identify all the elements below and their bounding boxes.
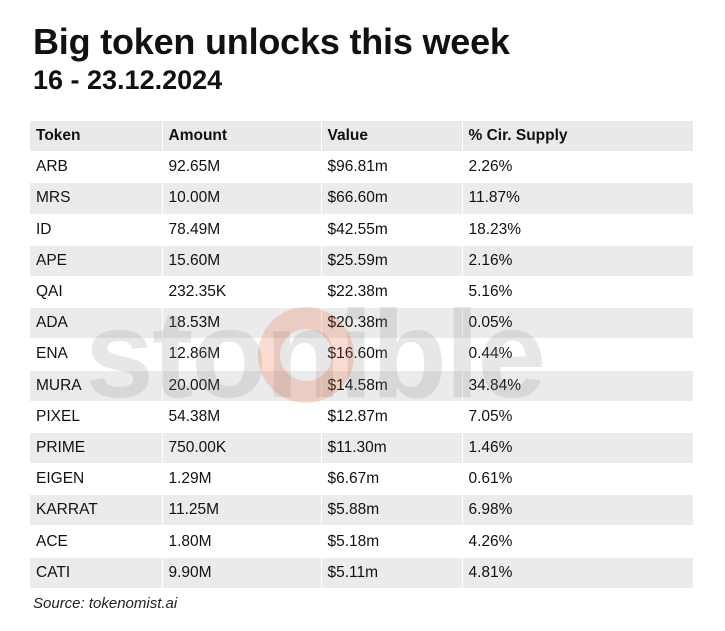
- table-row: APE 15.60M $25.59m 2.16%: [30, 245, 693, 277]
- cell-value: $12.87m: [320, 401, 462, 433]
- cell-token: APE: [30, 245, 162, 277]
- cell-amount: 54.38M: [161, 401, 321, 433]
- cell-cir-supply: 11.87%: [461, 182, 693, 215]
- cell-amount: 750.00K: [161, 432, 321, 465]
- table-row: ARB 92.65M $96.81m 2.26%: [30, 151, 693, 184]
- cell-amount: 10.00M: [161, 182, 321, 215]
- cell-cir-supply: 5.16%: [461, 276, 693, 309]
- cell-token: MRS: [30, 182, 162, 215]
- cell-amount: 78.49M: [161, 214, 321, 246]
- cell-value: $5.11m: [320, 557, 462, 589]
- cell-token: EIGEN: [30, 463, 162, 496]
- cell-cir-supply: 2.26%: [461, 151, 693, 184]
- cell-value: $22.38m: [320, 276, 462, 309]
- cell-cir-supply: 1.46%: [461, 432, 693, 465]
- cell-token: QAI: [30, 276, 162, 309]
- cell-value: $5.88m: [320, 494, 462, 527]
- cell-value: $66.60m: [320, 182, 462, 215]
- cell-amount: 15.60M: [161, 245, 321, 277]
- table-row: PIXEL 54.38M $12.87m 7.05%: [30, 401, 693, 433]
- column-header-token: Token: [30, 121, 162, 153]
- cell-cir-supply: 6.98%: [461, 494, 693, 527]
- cell-value: $25.59m: [320, 245, 462, 277]
- table-row: ADA 18.53M $20.38m 0.05%: [30, 307, 693, 340]
- date-range: 16 - 23.12.2024: [33, 65, 223, 95]
- cell-value: $14.58m: [320, 370, 462, 402]
- table-row: ACE 1.80M $5.18m 4.26%: [30, 525, 693, 558]
- token-unlocks-table: Token Amount Value % Cir. Supply ARB 92.6…: [30, 121, 693, 589]
- page-title: Big token unlocks this week: [33, 21, 510, 62]
- cell-token: PRIME: [30, 432, 162, 465]
- cell-value: $5.18m: [320, 525, 462, 558]
- table-row: MRS 10.00M $66.60m 11.87%: [30, 182, 693, 215]
- cell-amount: 18.53M: [161, 307, 321, 340]
- table-row: KARRAT 11.25M $5.88m 6.98%: [30, 494, 693, 527]
- cell-value: $6.67m: [320, 463, 462, 496]
- cell-cir-supply: 7.05%: [461, 401, 693, 433]
- column-header-value: Value: [320, 121, 462, 153]
- cell-value: $20.38m: [320, 307, 462, 340]
- cell-amount: 12.86M: [161, 338, 321, 371]
- cell-value: $11.30m: [320, 432, 462, 465]
- cell-token: ACE: [30, 525, 162, 558]
- table-header-row: Token Amount Value % Cir. Supply: [30, 121, 693, 153]
- cell-cir-supply: 2.16%: [461, 245, 693, 277]
- cell-amount: 232.35K: [161, 276, 321, 309]
- table-row: PRIME 750.00K $11.30m 1.46%: [30, 432, 693, 465]
- cell-cir-supply: 34.84%: [461, 370, 693, 402]
- cell-value: $42.55m: [320, 214, 462, 246]
- cell-amount: 1.80M: [161, 525, 321, 558]
- cell-amount: 11.25M: [161, 494, 321, 527]
- cell-token: KARRAT: [30, 494, 162, 527]
- cell-cir-supply: 4.26%: [461, 525, 693, 558]
- cell-token: ENA: [30, 338, 162, 371]
- table-row: MURA 20.00M $14.58m 34.84%: [30, 370, 693, 402]
- cell-value: $16.60m: [320, 338, 462, 371]
- cell-amount: 92.65M: [161, 151, 321, 184]
- cell-token: CATI: [30, 557, 162, 589]
- cell-cir-supply: 4.81%: [461, 557, 693, 589]
- cell-amount: 20.00M: [161, 370, 321, 402]
- table-row: ENA 12.86M $16.60m 0.44%: [30, 338, 693, 371]
- column-header-amount: Amount: [161, 121, 321, 153]
- cell-amount: 9.90M: [161, 557, 321, 589]
- cell-token: ID: [30, 214, 162, 246]
- cell-cir-supply: 0.61%: [461, 463, 693, 496]
- cell-amount: 1.29M: [161, 463, 321, 496]
- cell-token: MURA: [30, 370, 162, 402]
- cell-cir-supply: 0.05%: [461, 307, 693, 340]
- table-row: CATI 9.90M $5.11m 4.81%: [30, 557, 693, 589]
- column-header-cir-supply: % Cir. Supply: [461, 121, 693, 153]
- table-row: EIGEN 1.29M $6.67m 0.61%: [30, 463, 693, 496]
- source-note: Source: tokenomist.ai: [33, 595, 178, 612]
- table-row: QAI 232.35K $22.38m 5.16%: [30, 276, 693, 309]
- cell-cir-supply: 0.44%: [461, 338, 693, 371]
- table-row: ID 78.49M $42.55m 18.23%: [30, 214, 693, 246]
- cell-value: $96.81m: [320, 151, 462, 184]
- cell-token: PIXEL: [30, 401, 162, 433]
- cell-token: ADA: [30, 307, 162, 340]
- cell-token: ARB: [30, 151, 162, 184]
- cell-cir-supply: 18.23%: [461, 214, 693, 246]
